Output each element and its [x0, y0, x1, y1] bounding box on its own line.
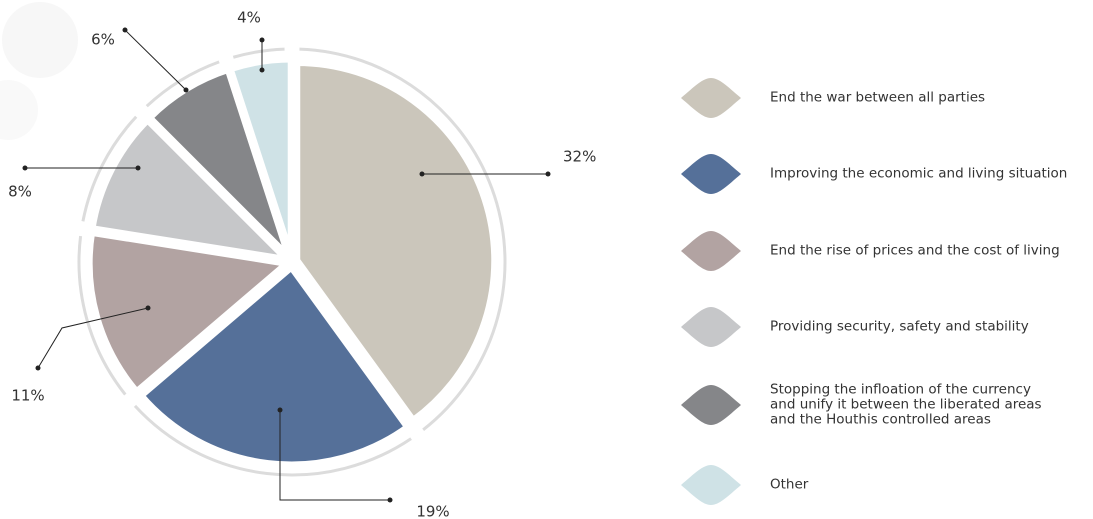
leader-line	[37, 307, 149, 369]
slice-ring	[77, 235, 127, 396]
leader-dot	[259, 37, 265, 43]
pie-slice	[88, 116, 292, 264]
data-label: 8%	[8, 183, 32, 201]
pie-slice	[85, 228, 291, 396]
slice-ring	[299, 47, 507, 432]
pie-slice	[226, 55, 295, 261]
legend-label: Improving the economic and living situat…	[770, 165, 1068, 182]
leader-dot	[545, 171, 551, 177]
legend-swatch	[681, 231, 741, 271]
legend-swatch	[681, 307, 741, 347]
legend-label: End the rise of prices and the cost of l…	[770, 242, 1060, 259]
slice-ring	[145, 60, 220, 108]
pie-slice	[293, 58, 499, 425]
leader-dot	[259, 67, 265, 73]
legend-label: Other	[770, 476, 809, 493]
leader-dot	[419, 171, 425, 177]
leader-line	[124, 29, 187, 91]
pie-slice	[137, 263, 412, 469]
data-label: 32%	[563, 148, 596, 166]
leader-line	[279, 410, 390, 501]
leader-dot	[35, 365, 41, 371]
leader-dot	[277, 407, 283, 413]
leader-dot	[145, 305, 151, 311]
legend-swatch	[681, 154, 741, 194]
data-label: 4%	[237, 9, 261, 27]
slice-ring	[81, 115, 138, 222]
legend-swatch	[681, 465, 741, 505]
legend-label: Providing security, safety and stability	[770, 318, 1029, 335]
background-decoration	[0, 80, 38, 140]
leader-dot	[387, 497, 393, 503]
leader-dot	[22, 165, 28, 171]
legend-swatch	[681, 78, 741, 118]
legend-label: Stopping the infloation of the currency …	[770, 381, 1042, 428]
legend-label: End the war between all parties	[770, 89, 986, 106]
data-label: 6%	[91, 31, 115, 49]
slice-ring	[133, 404, 412, 477]
leader-dot	[122, 27, 128, 33]
data-label: 11%	[11, 387, 44, 405]
leader-dot	[183, 87, 189, 93]
legend-swatch	[681, 385, 741, 425]
background-decoration	[2, 2, 78, 78]
data-label: 19%	[416, 503, 449, 519]
slice-ring	[232, 47, 285, 59]
leader-dot	[135, 165, 141, 171]
